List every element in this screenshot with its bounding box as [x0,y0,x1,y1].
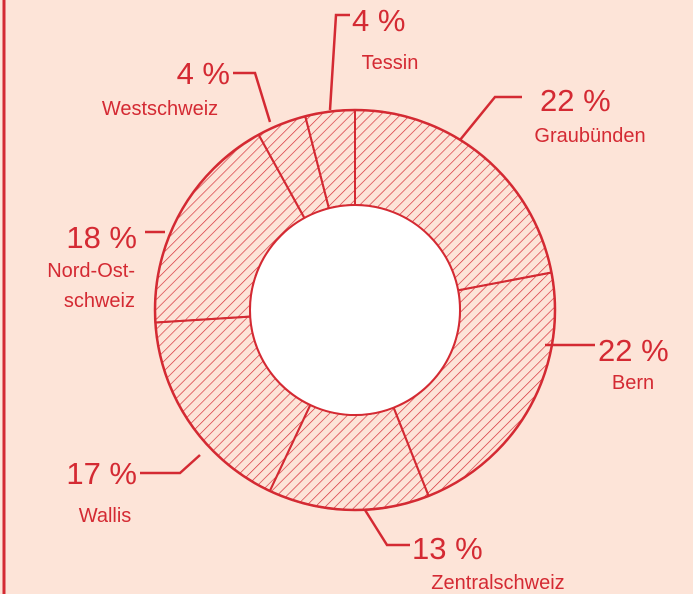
value-label: 18 % [66,220,137,255]
value-label: 4 % [352,3,405,38]
donut-outline [153,108,557,512]
leader-line [459,95,522,141]
category-label: Zentralschweiz [431,572,564,594]
category-label: Westschweiz [102,98,218,120]
leader-line [328,13,350,111]
leader-line [363,509,410,547]
value-label: 13 % [412,531,483,566]
category-label: Wallis [79,505,132,527]
value-label: 22 % [598,333,669,368]
donut-hole [249,204,461,416]
category-label: Nord-Ost-schweiz [47,260,135,312]
value-label: 4 % [177,56,230,91]
leader-line [140,454,201,475]
category-label: Bern [612,372,654,394]
donut [153,108,557,512]
value-label: 17 % [66,456,137,491]
leader-line [233,71,272,123]
labels: 22 % Graubünden 22 % Bern 13 % Zentralschweiz… [47,3,668,594]
category-label: Tessin [362,52,419,74]
value-label: 22 % [540,83,611,118]
category-label: Graubünden [534,125,645,147]
